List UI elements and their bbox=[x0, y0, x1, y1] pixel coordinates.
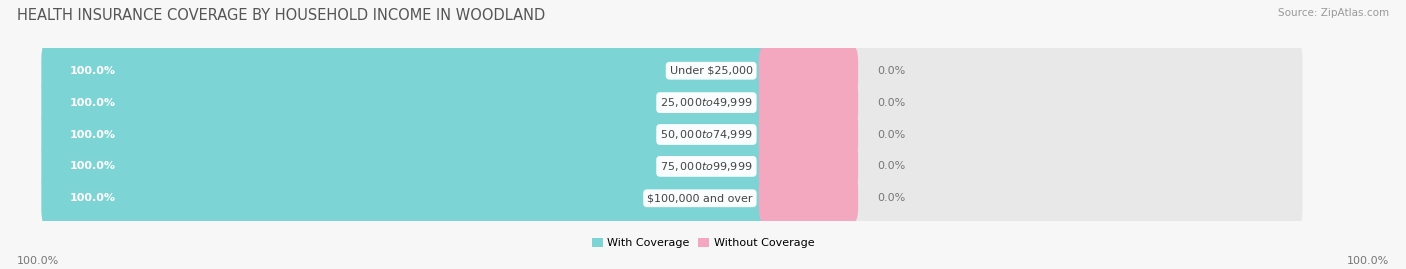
Text: 100.0%: 100.0% bbox=[70, 193, 115, 203]
FancyBboxPatch shape bbox=[759, 45, 858, 96]
FancyBboxPatch shape bbox=[41, 131, 1302, 202]
Text: $100,000 and over: $100,000 and over bbox=[647, 193, 752, 203]
Text: $75,000 to $99,999: $75,000 to $99,999 bbox=[661, 160, 752, 173]
FancyBboxPatch shape bbox=[41, 67, 1302, 138]
Text: 100.0%: 100.0% bbox=[70, 98, 115, 108]
Legend: With Coverage, Without Coverage: With Coverage, Without Coverage bbox=[588, 233, 818, 253]
FancyBboxPatch shape bbox=[41, 35, 1302, 106]
Text: 100.0%: 100.0% bbox=[17, 256, 59, 266]
FancyBboxPatch shape bbox=[41, 163, 769, 234]
FancyBboxPatch shape bbox=[41, 99, 769, 170]
FancyBboxPatch shape bbox=[759, 141, 858, 192]
FancyBboxPatch shape bbox=[41, 131, 769, 202]
Text: $50,000 to $74,999: $50,000 to $74,999 bbox=[661, 128, 752, 141]
Text: 0.0%: 0.0% bbox=[877, 98, 905, 108]
Text: $25,000 to $49,999: $25,000 to $49,999 bbox=[661, 96, 752, 109]
FancyBboxPatch shape bbox=[41, 35, 769, 106]
FancyBboxPatch shape bbox=[41, 67, 769, 138]
Text: 100.0%: 100.0% bbox=[70, 66, 115, 76]
Text: 100.0%: 100.0% bbox=[70, 129, 115, 140]
FancyBboxPatch shape bbox=[41, 163, 1302, 234]
Text: 0.0%: 0.0% bbox=[877, 161, 905, 171]
Text: 0.0%: 0.0% bbox=[877, 66, 905, 76]
FancyBboxPatch shape bbox=[759, 77, 858, 128]
Text: 0.0%: 0.0% bbox=[877, 129, 905, 140]
Text: Under $25,000: Under $25,000 bbox=[669, 66, 752, 76]
Text: 0.0%: 0.0% bbox=[877, 193, 905, 203]
Text: HEALTH INSURANCE COVERAGE BY HOUSEHOLD INCOME IN WOODLAND: HEALTH INSURANCE COVERAGE BY HOUSEHOLD I… bbox=[17, 8, 546, 23]
Text: Source: ZipAtlas.com: Source: ZipAtlas.com bbox=[1278, 8, 1389, 18]
Text: 100.0%: 100.0% bbox=[70, 161, 115, 171]
FancyBboxPatch shape bbox=[759, 173, 858, 224]
Text: 100.0%: 100.0% bbox=[1347, 256, 1389, 266]
FancyBboxPatch shape bbox=[759, 109, 858, 160]
FancyBboxPatch shape bbox=[41, 99, 1302, 170]
